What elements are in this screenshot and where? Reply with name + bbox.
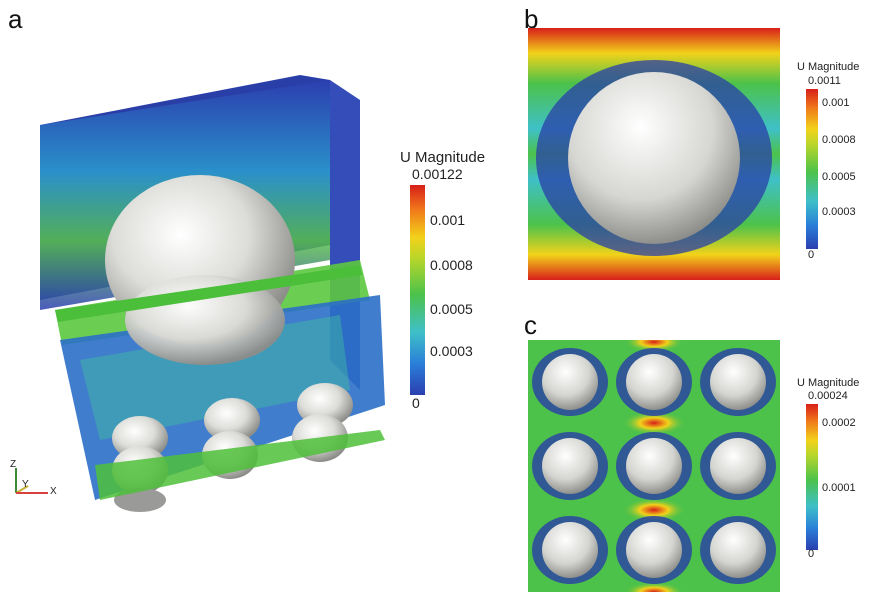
panel-b-colorbar-tick: 0.0005	[822, 171, 856, 183]
panel-b-colorbar	[806, 89, 818, 249]
panel-b-colorbar-title: U Magnitude	[797, 61, 860, 73]
panel-a-label: a	[8, 4, 23, 34]
panel-a-colorbar-title: U Magnitude	[400, 149, 486, 166]
panel-b-colorbar-tick: 0.0003	[822, 206, 856, 218]
panel-c-colorbar-tick: 0	[808, 548, 815, 560]
panel-a-3d-flow-render	[40, 75, 385, 512]
flow-field-lower-highlight	[80, 315, 350, 440]
panel-c-flow-render	[528, 340, 780, 592]
panel-b-flow-render	[528, 28, 780, 280]
panel-b-colorbar-max: 0.0011	[808, 75, 841, 87]
bottom-slice-plane	[95, 430, 385, 500]
gap-hotspots	[622, 340, 686, 592]
panel-a-colorbar-tick: 0.0005	[430, 301, 473, 317]
panel-b-colorbar-tick: 0.0008	[822, 134, 856, 146]
axis-label-z: Z	[10, 459, 17, 470]
y-axis-line	[15, 485, 29, 494]
panel-a-colorbar-tick: 0.0003	[430, 343, 473, 359]
panel-a-colorbar-tick: 0	[412, 395, 420, 411]
axis-label-x: X	[50, 486, 57, 497]
panel-c-colorbar-tick: 0.0001	[822, 482, 856, 494]
panel-a-colorbar-tick: 0.0008	[430, 257, 473, 273]
axes-triad	[15, 468, 48, 494]
panel-c-colorbar-max: 0.00024	[808, 390, 848, 402]
panel-a-colorbar-max: 0.00122	[412, 166, 463, 182]
axis-label-y: Y	[22, 479, 29, 490]
small-sphere-array	[112, 383, 353, 512]
sphere	[568, 72, 740, 244]
panel-b-label: b	[524, 4, 539, 34]
panel-c-label: c	[524, 310, 537, 340]
panel-a-colorbar	[410, 185, 425, 395]
sphere-grid	[542, 354, 766, 578]
panel-b-colorbar-tick: 0	[808, 249, 815, 261]
slice-plane-front	[55, 265, 362, 322]
panel-c-colorbar-tick: 0.0002	[822, 417, 856, 429]
panel-c-colorbar	[806, 404, 818, 550]
panel-b-colorbar-tick: 0.001	[822, 97, 850, 109]
panel-a-colorbar-tick: 0.001	[430, 212, 466, 228]
panel-c-colorbar-title: U Magnitude	[797, 377, 860, 389]
